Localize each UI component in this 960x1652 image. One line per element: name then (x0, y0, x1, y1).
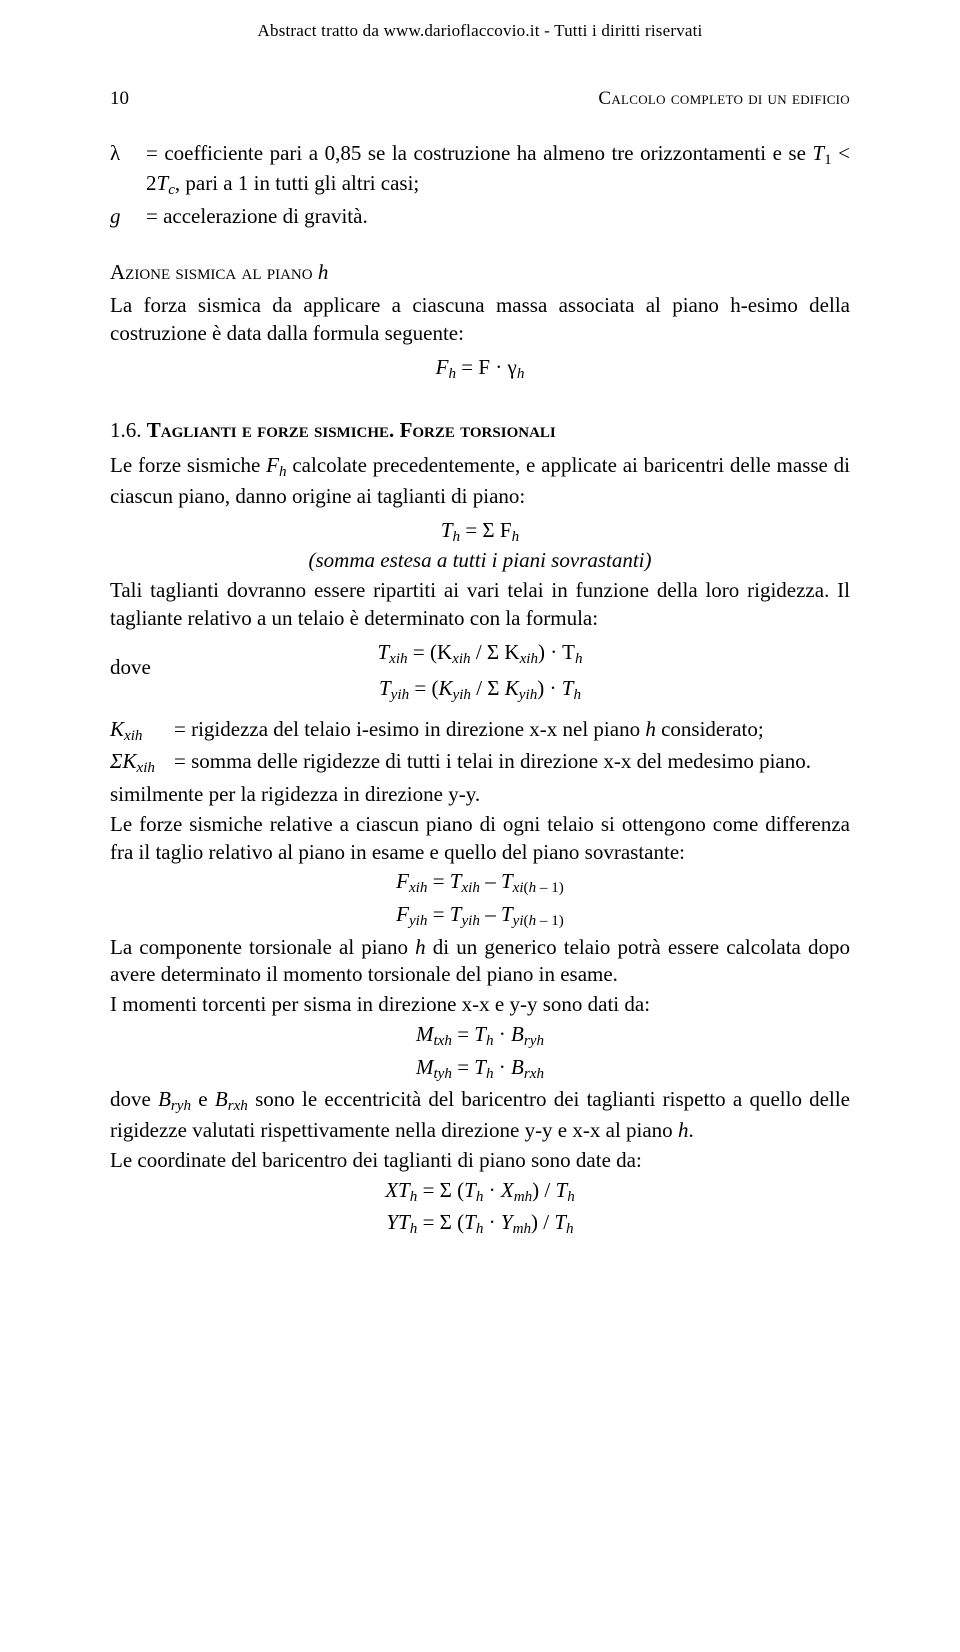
g-text: = accelerazione di gravità. (146, 203, 850, 231)
running-head: 10 Calcolo completo di un edificio (110, 86, 850, 111)
text: T (441, 518, 453, 542)
definition-lambda: λ = coefficiente pari a 0,85 se la costr… (110, 140, 850, 201)
sum-kxih-text: = somma delle rigidezze di tutti i telai… (174, 748, 850, 779)
text: Forze torsionali (400, 418, 556, 442)
watermark-text: Abstract tratto da www.darioflaccovio.it… (110, 20, 850, 42)
text: Taglianti e forze sismiche. (147, 418, 400, 442)
azione-heading: Azione sismica al piano h (110, 259, 850, 287)
text: 1.6. (110, 418, 147, 442)
similmente: similmente per la rigidezza in direzione… (110, 781, 850, 809)
text: (somma estesa a tutti i piani sovrastant… (309, 548, 652, 572)
formula-fyih: Fyih = Tyih – Tyi(h – 1) (110, 901, 850, 932)
text: Azione sismica al piano (110, 260, 318, 284)
text: F (436, 355, 449, 379)
paragraph-16e: I momenti torcenti per sisma in direzion… (110, 991, 850, 1019)
paragraph-16d: La componente torsionale al piano h di u… (110, 934, 850, 989)
text: e (191, 1087, 215, 1111)
page: Abstract tratto da www.darioflaccovio.it… (0, 0, 960, 1652)
lambda-symbol: λ (110, 140, 146, 201)
section-1-6-heading: 1.6. Taglianti e forze sismiche. Forze t… (110, 417, 850, 445)
kxih-symbol: Kxih (110, 716, 174, 747)
formula-xth: XTh = Σ (Th · Xmh) / Th (110, 1177, 850, 1208)
running-title: Calcolo completo di un edificio (598, 86, 850, 111)
sum-kxih-symbol: ΣKxih (110, 748, 174, 779)
formula-fh: Fh = F · γh (110, 354, 850, 385)
paragraph-16b: Tali taglianti dovranno essere ripartiti… (110, 577, 850, 632)
lambda-text: = coefficiente pari a 0,85 se la costruz… (146, 140, 850, 201)
kxih-text: = rigidezza del telaio i-esimo in direzi… (174, 716, 850, 747)
definition-g: g = accelerazione di gravità. (110, 203, 850, 231)
page-number: 10 (110, 86, 129, 111)
paragraph-16c: Le forze sismiche relative a ciascun pia… (110, 811, 850, 866)
text: dove (110, 1087, 158, 1111)
formula-mtxh: Mtxh = Th · Bryh (110, 1021, 850, 1052)
text: = (K (408, 640, 453, 664)
paragraph-16g: Le coordinate del baricentro dei taglian… (110, 1147, 850, 1175)
text: , pari a 1 in tutti gli altri casi; (175, 171, 419, 195)
paragraph-16a: Le forze sismiche Fh calcolate precedent… (110, 452, 850, 510)
text: = F · γ (456, 355, 517, 379)
text: = rigidezza del telaio i-esimo in direzi… (174, 717, 645, 741)
text: = Σ F (460, 518, 512, 542)
text: ) · T (538, 640, 575, 664)
formula-yth: YTh = Σ (Th · Ymh) / Th (110, 1209, 850, 1240)
g-symbol: g (110, 203, 146, 231)
formula-fxih: Fxih = Txih – Txi(h – 1) (110, 868, 850, 899)
definition-kxih: Kxih = rigidezza del telaio i-esimo in d… (110, 716, 850, 747)
azione-paragraph: La forza sismica da applicare a ciascuna… (110, 292, 850, 347)
text: = coefficiente pari a 0,85 se la costruz… (146, 141, 812, 165)
formula-th: Th = Σ Fh (somma estesa a tutti i piani … (110, 517, 850, 575)
paragraph-16f: dove Bryh e Brxh sono le eccentricità de… (110, 1086, 850, 1144)
text: Le forze sismiche (110, 453, 266, 477)
definition-sum-kxih: ΣKxih = somma delle rigidezze di tutti i… (110, 748, 850, 779)
text: La componente torsionale al piano (110, 935, 415, 959)
text: considerato; (656, 717, 764, 741)
text: T (377, 640, 389, 664)
formula-mtyh: Mtyh = Th · Brxh (110, 1054, 850, 1085)
text: / Σ K (471, 640, 520, 664)
